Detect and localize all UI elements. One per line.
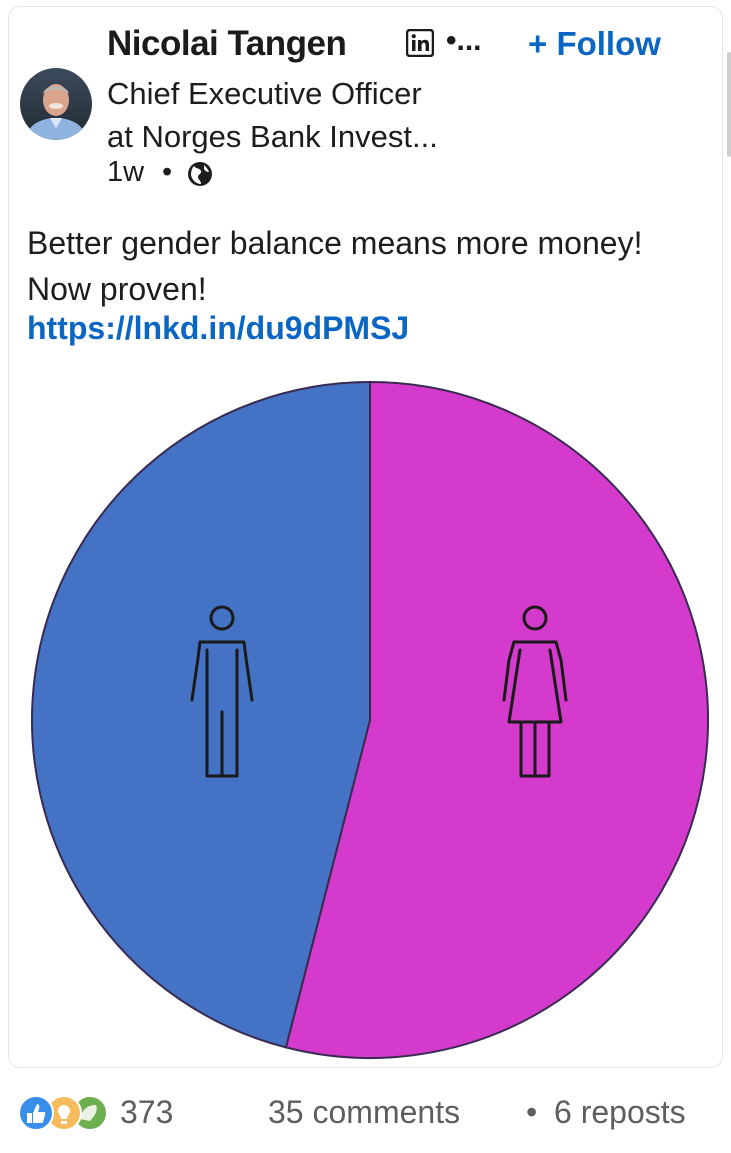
reposts-count[interactable]: 6 reposts [554,1094,686,1131]
headline-line-2: at Norges Bank Invest... [107,115,527,158]
author-headline: Chief Executive Officer at Norges Bank I… [107,72,527,158]
reaction-count[interactable]: 373 [120,1094,173,1131]
globe-icon [186,160,214,188]
avatar[interactable] [20,68,92,140]
pie-chart[interactable] [0,360,731,1080]
overflow-menu-button[interactable]: •... [446,24,482,58]
headline-line-1: Chief Executive Officer [107,72,527,115]
post-text: Better gender balance means more money! … [27,220,667,312]
linkedin-icon [406,29,434,57]
comments-count[interactable]: 35 comments [268,1094,460,1131]
post-link[interactable]: https://lnkd.in/du9dPMSJ [27,310,409,347]
reaction-icons[interactable] [14,1093,110,1133]
like-icon [19,1096,53,1130]
scrollbar[interactable] [727,52,731,157]
post-time: 1w [107,156,144,189]
follow-button[interactable]: + Follow [528,25,661,63]
author-name[interactable]: Nicolai Tangen [107,24,346,64]
meta-separator: • [162,156,172,189]
footer-separator: • [526,1094,537,1131]
